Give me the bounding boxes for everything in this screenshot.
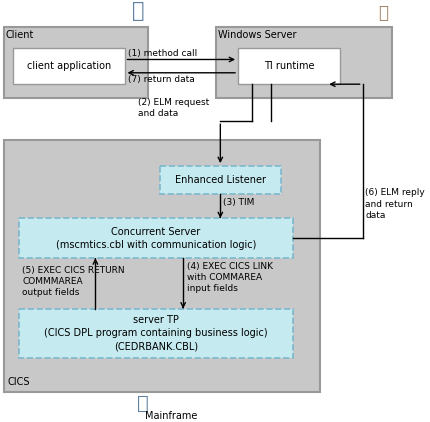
- Text: 🖥: 🖥: [137, 394, 149, 413]
- Text: Client: Client: [6, 30, 34, 40]
- Bar: [13, 48, 124, 84]
- Text: (6) ELM reply
and return
data: (6) ELM reply and return data: [365, 188, 424, 219]
- Bar: [215, 27, 391, 98]
- Text: client application: client application: [27, 61, 111, 71]
- Text: (2) ELM request
and data: (2) ELM request and data: [137, 98, 209, 119]
- Text: (3) TIM: (3) TIM: [223, 198, 254, 207]
- Text: Concurrent Server
(mscmtics.cbl with communication logic): Concurrent Server (mscmtics.cbl with com…: [55, 227, 255, 250]
- Text: 🗄: 🗄: [377, 4, 387, 22]
- Text: server TP
(CICS DPL program containing business logic)
(CEDRBANK.CBL): server TP (CICS DPL program containing b…: [44, 315, 267, 352]
- Text: TI runtime: TI runtime: [263, 61, 313, 71]
- Bar: [18, 218, 292, 258]
- Text: Enhanced Listener: Enhanced Listener: [175, 175, 265, 185]
- Bar: [237, 48, 339, 84]
- Bar: [4, 140, 319, 392]
- Bar: [4, 27, 147, 98]
- Bar: [160, 166, 280, 195]
- Text: (1) method call: (1) method call: [128, 49, 197, 57]
- Text: (7) return data: (7) return data: [128, 75, 195, 84]
- Text: CICS: CICS: [7, 376, 30, 387]
- Text: (4) EXEC CICS LINK
with COMMAREA
input fields: (4) EXEC CICS LINK with COMMAREA input f…: [187, 262, 272, 293]
- Text: Mainframe: Mainframe: [144, 411, 197, 421]
- Text: 🖥: 🖥: [132, 1, 144, 22]
- Text: (5) EXEC CICS RETURN
COMMMAREA
output fields: (5) EXEC CICS RETURN COMMMAREA output fi…: [22, 266, 125, 297]
- Bar: [18, 308, 292, 358]
- Text: Windows Server: Windows Server: [217, 30, 295, 40]
